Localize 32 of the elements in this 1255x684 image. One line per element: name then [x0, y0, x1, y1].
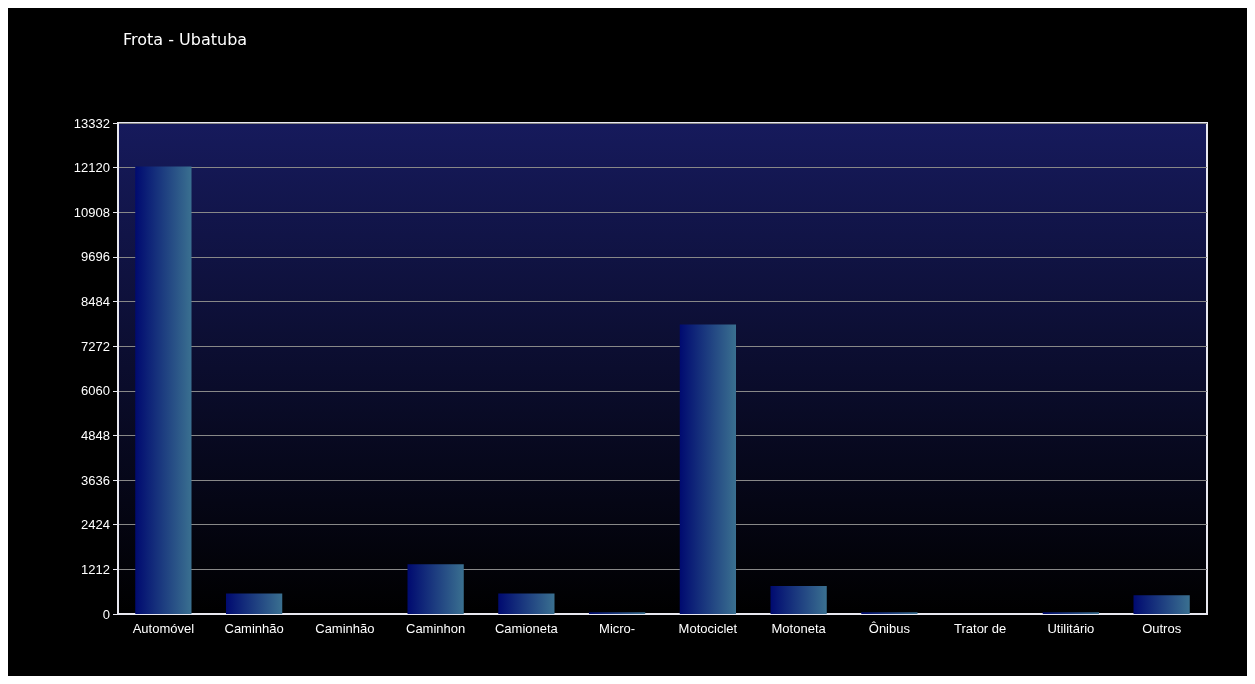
bar	[225, 593, 283, 614]
x-tick-label: Caminhão	[224, 621, 284, 636]
y-tick-label: 1212	[81, 561, 110, 577]
x-tick-label: Automóvel	[132, 621, 195, 636]
x-tick-label: Motociclet	[678, 621, 738, 636]
x-tick-label: Trator de	[953, 621, 1007, 636]
y-tick-label: 0	[102, 606, 110, 622]
y-tick-label: 3636	[81, 472, 110, 488]
x-tick-label: Camioneta	[494, 621, 559, 636]
x-tick-label: Caminhon	[405, 621, 466, 636]
bar	[135, 166, 192, 614]
bar	[1133, 595, 1190, 614]
x-tick-label: Caminhão	[315, 621, 375, 636]
x-tick-label: Outros	[1142, 621, 1182, 636]
y-tick-label: 2424	[81, 517, 110, 533]
y-tick-label: 9696	[81, 249, 110, 265]
y-tick-label: 8484	[81, 294, 110, 310]
x-tick-label: Motoneta	[771, 621, 827, 636]
y-tick-label: 7272	[81, 338, 110, 354]
y-tick-label: 10908	[73, 204, 110, 220]
x-tick-label: Micro-	[599, 621, 636, 636]
x-tick-label: Utilitário	[1047, 621, 1095, 636]
y-tick-label: 4848	[81, 427, 110, 443]
bar	[770, 586, 827, 614]
x-tick-label: Ônibus	[868, 621, 911, 636]
bar	[498, 593, 555, 614]
bar	[679, 324, 737, 614]
y-tick-label: 6060	[81, 383, 110, 399]
y-tick-label: 12120	[73, 160, 110, 176]
chart-title: Frota - Ubatuba	[123, 29, 248, 49]
y-tick-label: 13332	[73, 115, 110, 131]
bar	[407, 564, 464, 614]
